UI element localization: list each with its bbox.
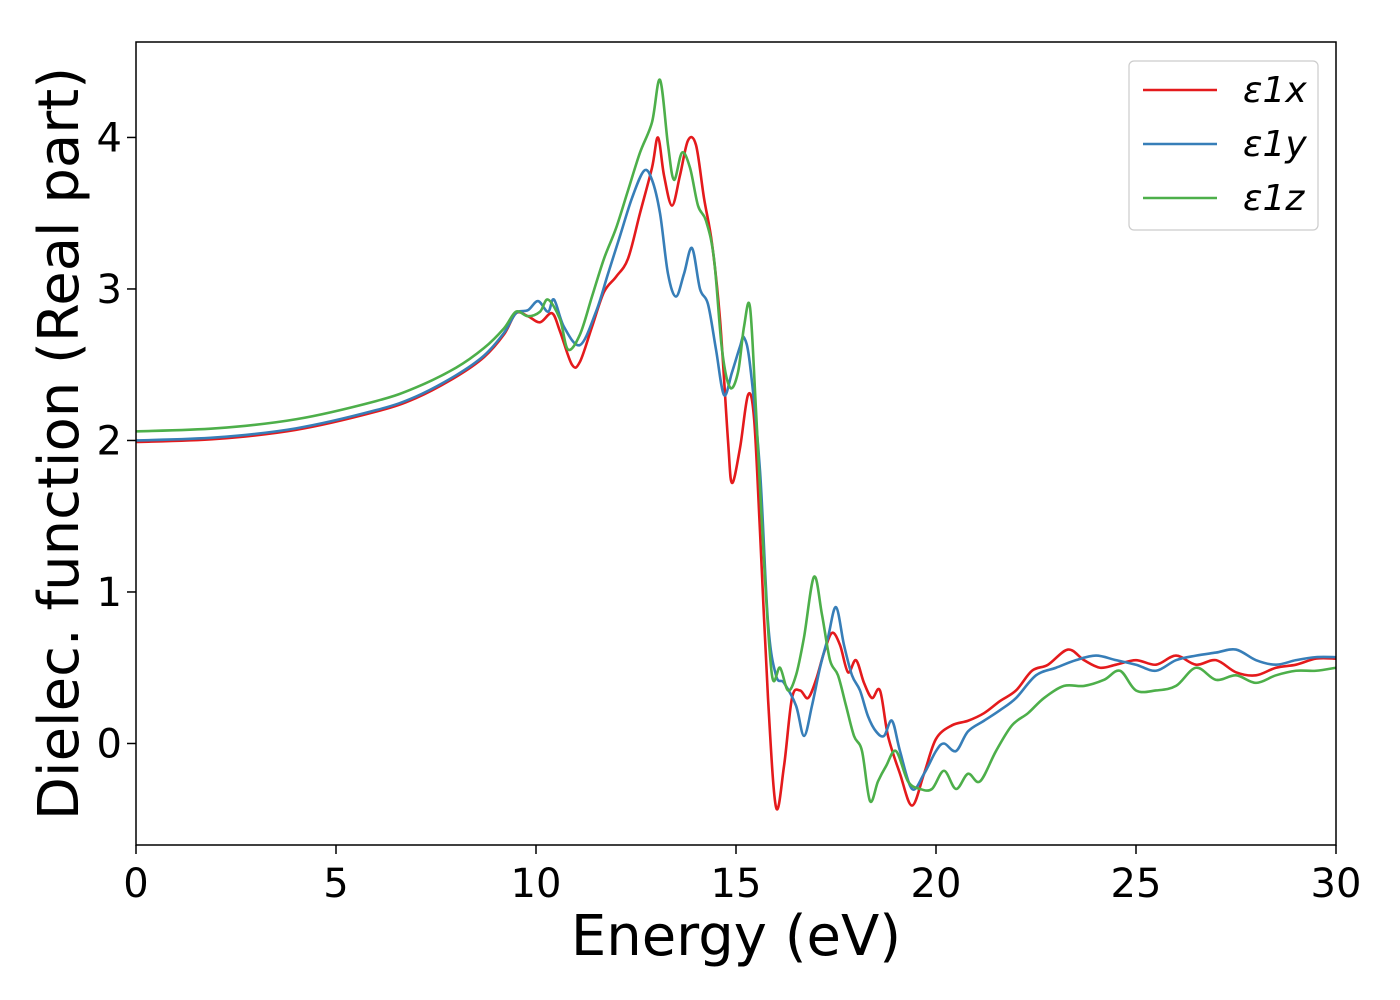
x-tick-label: 5 — [323, 861, 348, 907]
legend-label-1: ε1x — [1243, 70, 1307, 111]
legend-label-3: ε1z — [1243, 178, 1305, 219]
y-tick-label: 3 — [97, 267, 122, 313]
y-tick-label: 0 — [97, 721, 122, 767]
x-tick-label: 15 — [711, 861, 762, 907]
y-tick-label: 1 — [97, 570, 122, 616]
x-tick-label: 0 — [123, 861, 148, 907]
x-tick-label: 20 — [911, 861, 962, 907]
series-line-3 — [136, 78, 1336, 804]
y-axis: 0 1 2 3 4 — [97, 115, 136, 767]
y-tick-label: 2 — [97, 418, 122, 464]
x-tick-label: 10 — [511, 861, 562, 907]
x-tick-label: 25 — [1111, 861, 1162, 907]
legend-label-2: ε1y — [1243, 124, 1307, 165]
legend-box — [1128, 60, 1319, 231]
legend: ε1x ε1y ε1z — [1128, 60, 1319, 231]
y-axis-label: Dielec. function (Real part) — [27, 67, 92, 820]
y-tick-label: 4 — [97, 115, 122, 161]
x-axis: 0 5 10 15 20 25 30 — [123, 845, 1361, 907]
x-tick-label: 30 — [1311, 861, 1362, 907]
x-axis-label: Energy (eV) — [571, 904, 901, 969]
